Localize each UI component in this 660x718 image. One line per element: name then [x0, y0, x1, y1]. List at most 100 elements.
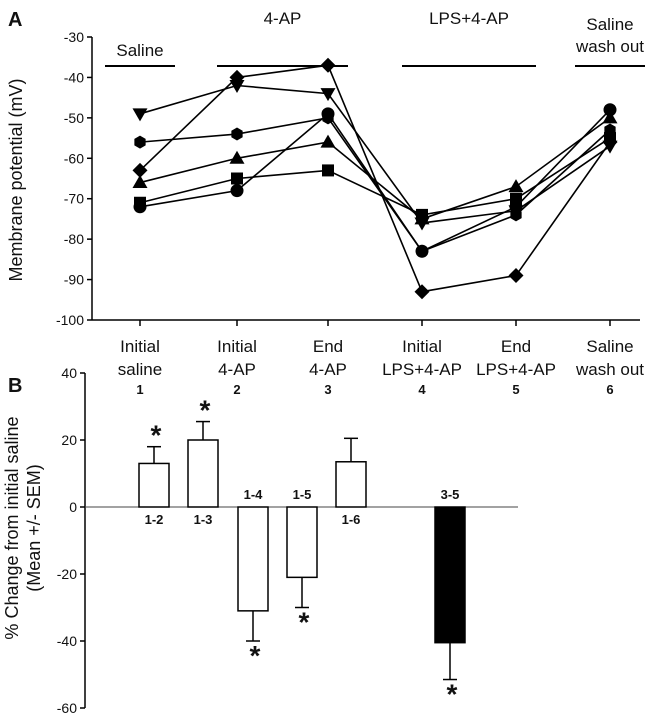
series-line — [139, 109, 611, 253]
bar-label: 1-6 — [342, 512, 361, 527]
marker-square — [416, 208, 428, 221]
significance-star: * — [447, 679, 458, 710]
marker-circle — [230, 184, 244, 198]
marker-circle — [415, 244, 429, 258]
bar-label: 3-5 — [441, 487, 460, 502]
series-line — [139, 116, 611, 253]
y-tick-label: -20 — [57, 566, 77, 582]
y-tick-label: -50 — [64, 110, 84, 126]
marker-diamond — [132, 162, 148, 178]
x-axis: Initial saline 1 Initial 4-AP 2 End 4-AP 3 Initia… — [92, 319, 644, 397]
condition-label-line2: wash out — [575, 37, 644, 56]
y-axis-label-line1: % Change from initial saline — [2, 416, 22, 639]
series-triangle-up — [132, 110, 618, 225]
x-tick-number: 5 — [512, 382, 519, 397]
marker-circle — [133, 200, 147, 214]
marker-diamond — [508, 268, 524, 284]
bar-1-5: 1-5 * — [286, 487, 318, 638]
panel-a-letter: A — [8, 9, 22, 31]
bar-1-4: 1-4 * — [237, 487, 269, 671]
panel-b: B % Change from initial saline (Mean +/-… — [2, 365, 518, 716]
bar-label: 1-5 — [293, 487, 312, 502]
y-tick-label: -60 — [64, 150, 84, 166]
bar-label: 1-4 — [244, 487, 264, 502]
bar-1-6: 1-6 — [335, 437, 367, 527]
series-line — [139, 84, 611, 224]
bar — [187, 439, 219, 508]
marker-triangle-down — [132, 108, 148, 122]
y-tick-label: 40 — [61, 365, 77, 381]
y-tick-label: -40 — [57, 633, 77, 649]
significance-star: * — [151, 420, 162, 451]
bar-3-5: 3-5 * — [434, 487, 466, 710]
bar-label: 1-2 — [145, 512, 164, 527]
series-triangle-down — [132, 80, 618, 231]
marker-hexagon — [134, 135, 146, 149]
bar — [286, 506, 318, 579]
y-tick-label: -70 — [64, 191, 84, 207]
condition-label-line1: Saline — [586, 15, 633, 34]
condition-label: 4-AP — [264, 9, 302, 28]
y-axis-label-line2: (Mean +/- SEM) — [24, 464, 44, 592]
significance-star: * — [299, 607, 310, 638]
marker-circle — [603, 103, 617, 117]
marker-triangle-up — [320, 134, 336, 148]
significance-star: * — [250, 640, 261, 671]
series-line — [139, 117, 611, 220]
y-axis-label: Membrane potential (mV) — [6, 78, 26, 281]
condition-labels: Saline 4-AP LPS+4-AP Saline wash out — [105, 9, 645, 67]
y-tick-label: -100 — [56, 312, 84, 328]
panel-b-letter: B — [8, 375, 22, 397]
y-tick-label: -80 — [64, 231, 84, 247]
marker-square — [604, 132, 616, 145]
series-line — [139, 137, 611, 216]
series-circle — [133, 103, 617, 258]
series-line — [139, 64, 611, 293]
condition-label: Saline — [116, 41, 163, 60]
panel-a: A Saline 4-AP LPS+4-AP Saline wash out -30 -4… — [6, 9, 645, 397]
y-tick-label: 20 — [61, 432, 77, 448]
marker-triangle-up — [508, 179, 524, 193]
marker-circle — [509, 200, 523, 214]
bar-label: 1-3 — [194, 512, 213, 527]
x-tick-label-line1: Saline — [586, 337, 633, 356]
marker-hexagon — [231, 127, 243, 141]
marker-triangle-up — [602, 110, 618, 124]
x-tick-number: 2 — [233, 382, 240, 397]
x-tick-label-line1: Initial — [402, 337, 442, 356]
condition-label: LPS+4-AP — [429, 9, 509, 28]
marker-diamond — [320, 57, 336, 73]
x-tick-label-line2: 4-AP — [218, 360, 256, 379]
bar — [138, 462, 170, 508]
marker-circle — [321, 107, 335, 121]
marker-triangle-up — [132, 175, 148, 189]
bar — [335, 461, 367, 508]
x-tick-label-line1: End — [313, 337, 343, 356]
marker-triangle-down — [229, 80, 245, 94]
x-tick-label-line2: 4-AP — [309, 360, 347, 379]
x-tick-label-line2: saline — [118, 360, 162, 379]
x-tick-label-line1: End — [501, 337, 531, 356]
y-tick-label: 0 — [69, 499, 77, 515]
x-tick-number: 6 — [606, 382, 613, 397]
x-tick-label-line1: Initial — [120, 337, 160, 356]
x-tick-label-line2: LPS+4-AP — [382, 360, 462, 379]
marker-square — [231, 172, 243, 185]
marker-diamond — [229, 69, 245, 85]
bar — [434, 506, 466, 644]
x-tick-label-line1: Initial — [217, 337, 257, 356]
x-tick-label-line2: LPS+4-AP — [476, 360, 556, 379]
bar-1-3: 1-3 * — [187, 395, 219, 527]
x-tick-number: 3 — [324, 382, 331, 397]
y-tick-label: -90 — [64, 272, 84, 288]
series-group — [132, 57, 618, 300]
x-tick-number: 1 — [136, 382, 143, 397]
x-tick-number: 4 — [418, 382, 426, 397]
significance-star: * — [200, 395, 211, 426]
marker-diamond — [414, 284, 430, 300]
marker-triangle-up — [229, 150, 245, 164]
bars-group: 1-2 * 1-3 * 1-4 * 1-5 * 1-6 3-5 * — [138, 395, 466, 710]
y-tick-label: -60 — [57, 700, 77, 716]
y-tick-label: -30 — [64, 29, 84, 45]
